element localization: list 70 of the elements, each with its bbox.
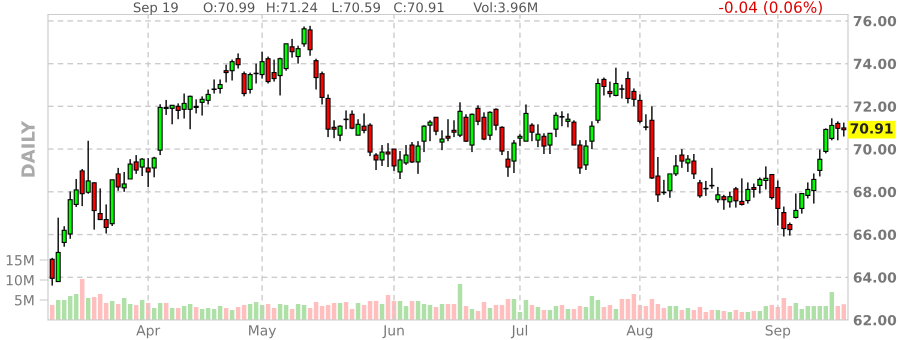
bar bbox=[752, 311, 756, 320]
bar bbox=[338, 303, 342, 320]
bar bbox=[722, 311, 726, 320]
bar bbox=[746, 312, 750, 320]
bar bbox=[134, 305, 138, 320]
bar bbox=[116, 304, 120, 320]
y-tick-label: 68.00 bbox=[854, 186, 896, 198]
x-tick-label: Aug bbox=[626, 325, 652, 338]
bar bbox=[194, 307, 198, 320]
bar bbox=[164, 303, 168, 320]
bar bbox=[464, 306, 468, 320]
bar bbox=[50, 305, 54, 320]
x-tick-label: Apr bbox=[136, 325, 160, 338]
candlestick bbox=[499, 126, 505, 156]
bar bbox=[560, 305, 564, 320]
y-tick-label: 70.00 bbox=[854, 144, 896, 155]
bar bbox=[440, 304, 444, 320]
bar bbox=[434, 307, 438, 320]
text: H:71.24 bbox=[267, 2, 318, 12]
y-tick-label: 66.00 bbox=[854, 230, 896, 240]
bar bbox=[290, 309, 294, 320]
y-tick-label: 64.00 bbox=[854, 272, 896, 283]
text: 70.91 bbox=[850, 123, 893, 134]
bar bbox=[614, 309, 618, 320]
y-tick-label: 76.00 bbox=[854, 16, 896, 26]
bar bbox=[410, 301, 414, 320]
x-tick-label: Sep bbox=[766, 325, 790, 338]
candlestick bbox=[793, 192, 798, 220]
candlestick bbox=[709, 167, 714, 190]
y2-tick-label: 5M bbox=[15, 295, 34, 306]
bar bbox=[458, 284, 462, 320]
bar bbox=[686, 308, 690, 320]
bar bbox=[728, 312, 732, 320]
x-tick-label: Jul bbox=[510, 324, 528, 338]
bar bbox=[536, 307, 540, 320]
y2-tick-label: 15M bbox=[6, 255, 34, 266]
y-tick-label: 62.00 bbox=[854, 314, 896, 326]
y-tick-label: 72.00 bbox=[854, 101, 896, 112]
bar bbox=[566, 309, 570, 320]
bar bbox=[230, 310, 234, 320]
x-tick-label: Jun bbox=[382, 325, 404, 338]
y-tick-label: 74.00 bbox=[854, 58, 896, 70]
bar bbox=[170, 308, 174, 320]
y2-tick-label: 10M bbox=[6, 274, 34, 286]
candlestick bbox=[421, 124, 427, 153]
text: DAILY bbox=[21, 120, 35, 177]
bar bbox=[680, 310, 684, 320]
text: O:70.99 bbox=[204, 2, 254, 12]
bar bbox=[716, 310, 720, 320]
bar bbox=[470, 309, 474, 320]
bar bbox=[542, 310, 546, 320]
annotation: Sep 19 bbox=[134, 2, 178, 15]
bar bbox=[176, 308, 180, 320]
x-tick-label: May bbox=[249, 325, 276, 338]
candlestick bbox=[589, 120, 594, 150]
bar bbox=[80, 279, 84, 320]
candlestick bbox=[817, 148, 822, 178]
text: L:70.59 bbox=[332, 2, 380, 12]
text: C:70.91 bbox=[394, 2, 444, 12]
bar bbox=[110, 301, 114, 320]
bar bbox=[530, 305, 534, 320]
text: Vol:3.96M bbox=[473, 2, 537, 12]
bar bbox=[488, 308, 492, 320]
candlestick bbox=[637, 94, 642, 124]
bar bbox=[86, 298, 90, 320]
bar bbox=[356, 303, 360, 320]
annotation: -0.04 (0.06%) bbox=[719, 1, 822, 15]
bar bbox=[224, 308, 228, 320]
bar bbox=[140, 300, 144, 320]
bar bbox=[380, 304, 384, 320]
